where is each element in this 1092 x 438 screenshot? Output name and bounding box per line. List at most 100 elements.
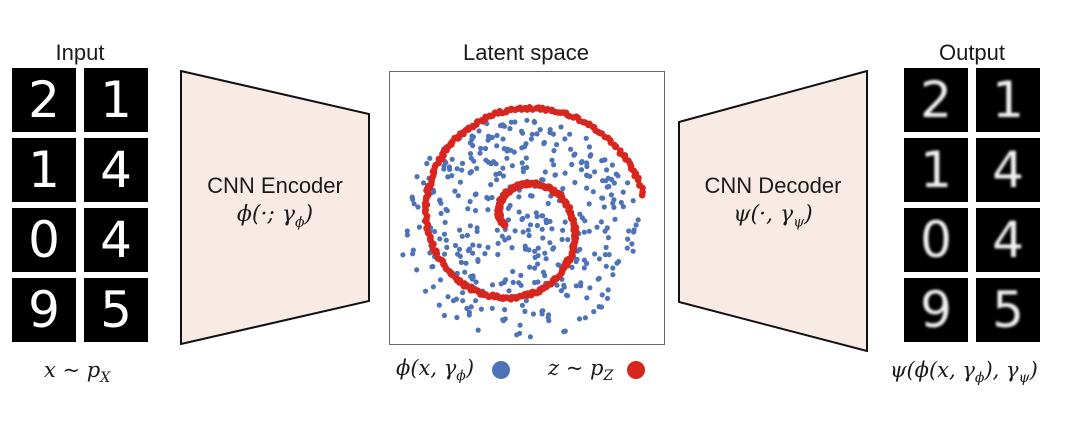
encoded-point (547, 240, 553, 246)
encoded-point (599, 158, 605, 164)
encoded-point (633, 222, 639, 228)
decoder-block (678, 70, 868, 352)
encoded-point (630, 198, 636, 204)
encoded-point (488, 182, 494, 188)
encoded-point (551, 162, 557, 168)
encoded-point (482, 145, 489, 152)
encoded-point (441, 312, 447, 319)
output-title: Output (938, 40, 1006, 65)
encoded-point (606, 252, 612, 258)
encoded-point (446, 164, 452, 170)
encoded-point (527, 264, 533, 270)
encoded-point (558, 124, 564, 130)
encoded-point (569, 264, 575, 270)
encoded-point (532, 248, 538, 254)
latent-scatter (400, 104, 646, 340)
encoded-point (587, 285, 593, 291)
encoded-point (436, 302, 442, 308)
encoded-point (527, 222, 534, 228)
encoded-point (554, 142, 560, 148)
encoded-point (569, 161, 575, 168)
encoded-point (550, 131, 556, 137)
encoded-point (581, 229, 587, 235)
encoded-point (459, 167, 465, 173)
encoded-point (444, 244, 450, 250)
encoded-point (459, 233, 465, 239)
encoded-point (629, 241, 635, 247)
encoded-point (484, 194, 490, 201)
encoded-point (520, 229, 526, 235)
encoded-point (519, 160, 525, 166)
encoded-point (437, 236, 443, 242)
encoded-point (454, 166, 460, 172)
encoded-point (498, 281, 504, 287)
encoded-point (531, 118, 537, 125)
encoded-point (516, 194, 522, 200)
encoded-point (524, 117, 530, 123)
encoded-point (559, 236, 565, 243)
encoded-point (602, 228, 608, 234)
prior-point (612, 143, 620, 150)
encoder-label: CNN Encoder ϕ(·; γϕ) (182, 172, 368, 231)
encoded-point (443, 206, 449, 213)
encoded-point (454, 314, 460, 321)
encoded-point (505, 205, 511, 211)
digit-glyph: 4 (992, 211, 1024, 269)
encoded-point (523, 298, 529, 304)
encoded-point (414, 174, 420, 180)
encoded-point (608, 192, 614, 198)
encoded-point (592, 251, 598, 257)
encoded-point (601, 204, 607, 210)
encoded-point (445, 174, 451, 180)
encoded-point (552, 172, 559, 178)
encoded-point (598, 219, 604, 225)
decoder-formula-end: ) (804, 201, 813, 227)
output-caption-sub1: ϕ (974, 370, 985, 387)
encoded-point (582, 218, 588, 224)
encoded-point (432, 228, 438, 235)
encoded-point (500, 165, 506, 171)
encoded-point (603, 263, 609, 269)
decoder-formula-main: ψ(·, γ (733, 201, 794, 227)
encoded-point (549, 226, 555, 232)
encoded-point (468, 155, 474, 161)
encoded-point (485, 244, 491, 250)
encoded-point (558, 288, 564, 294)
digit-glyph: 0 (920, 211, 952, 269)
encoded-point (499, 233, 505, 239)
encoded-point (583, 135, 589, 141)
encoded-point (410, 196, 416, 202)
encoded-point (554, 282, 560, 288)
encoder-formula-main: ϕ(·; γ (236, 201, 295, 227)
input-digit-tile: 1 (12, 138, 76, 202)
output-digit-tile: 9 (904, 278, 968, 342)
encoded-point (514, 332, 520, 338)
encoded-point (574, 256, 580, 262)
encoded-point (625, 180, 631, 186)
encoded-point (609, 162, 615, 168)
encoded-point (530, 311, 536, 317)
encoded-point (534, 222, 540, 229)
encoded-point (539, 177, 545, 183)
encoded-point (630, 248, 636, 254)
encoded-point (611, 180, 617, 186)
encoded-point (577, 246, 583, 252)
encoded-point (441, 231, 448, 237)
input-caption-main: x ~ p (44, 358, 101, 382)
encoded-point (452, 188, 458, 194)
encoded-point (532, 265, 538, 271)
encoded-point (470, 142, 476, 149)
encoded-point (420, 180, 427, 186)
encoded-point (551, 148, 557, 154)
output-caption-mid: ), γ (984, 358, 1019, 382)
digit-glyph: 5 (100, 281, 132, 339)
encoded-point (504, 155, 510, 161)
encoded-point (600, 195, 606, 201)
encoded-point (602, 252, 608, 258)
legend-prior-label: z ~ pZ (548, 356, 613, 384)
digit-glyph: 2 (28, 71, 60, 129)
encoded-point (542, 169, 548, 175)
encoded-point (460, 290, 466, 296)
encoded-point (635, 217, 641, 223)
encoded-point (489, 194, 495, 201)
